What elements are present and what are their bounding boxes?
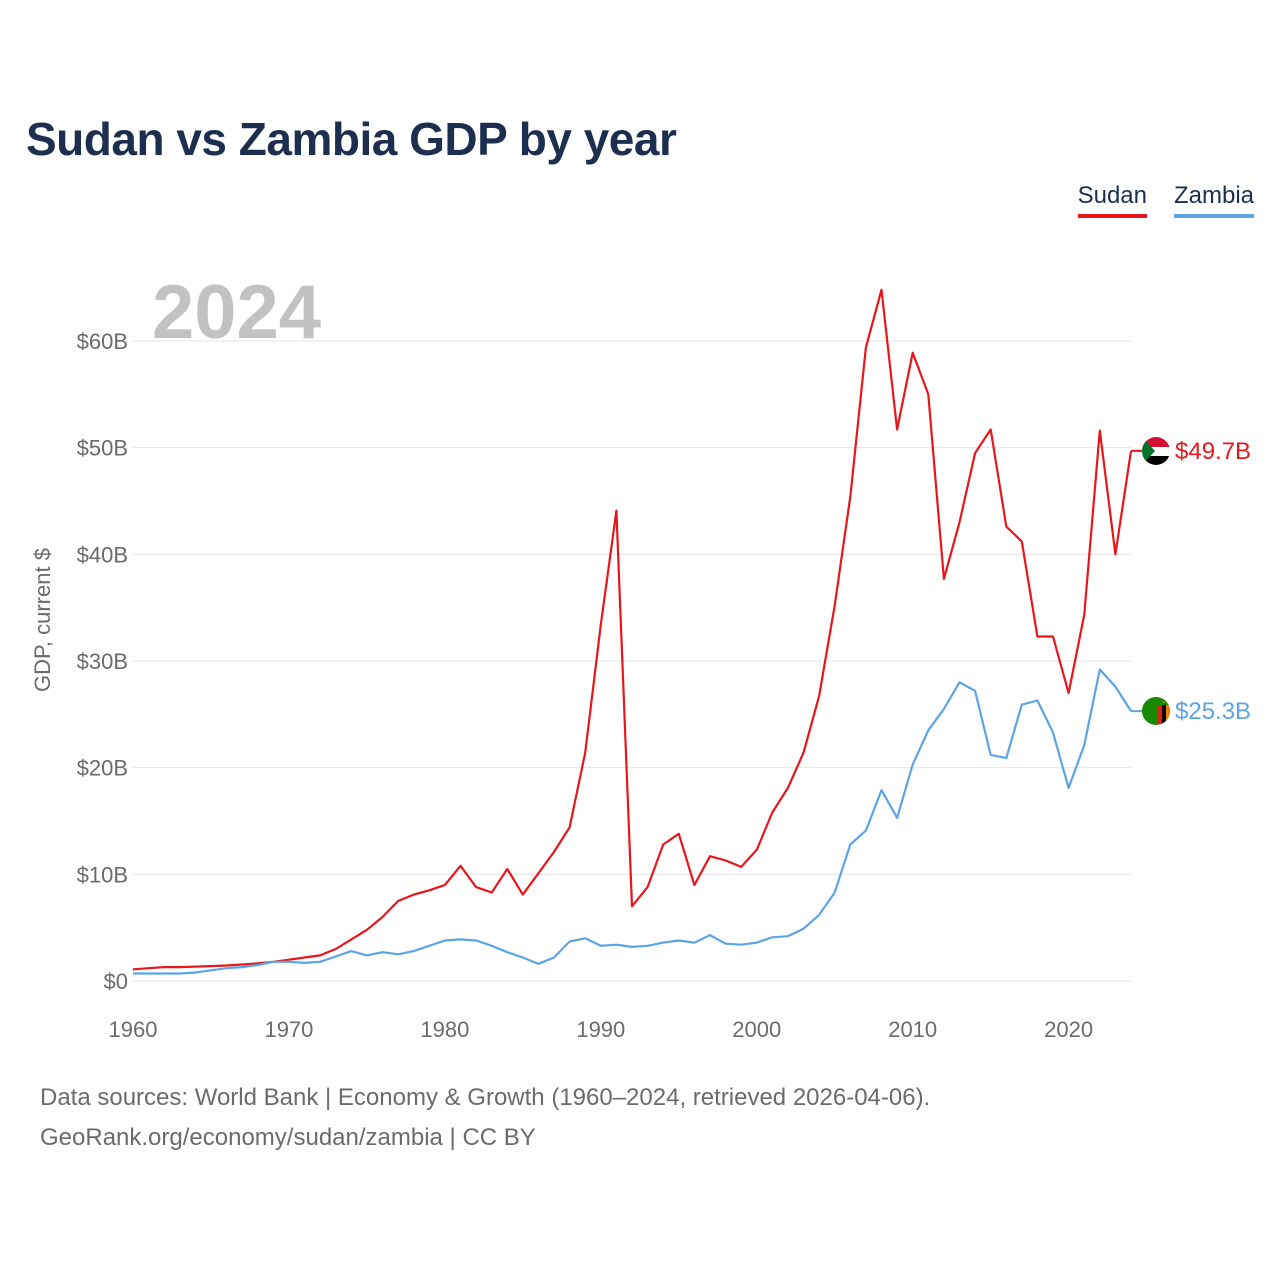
- x-tick-label: 2010: [888, 1017, 937, 1042]
- x-tick-label: 1990: [576, 1017, 625, 1042]
- legend-item-sudan[interactable]: Sudan: [1077, 182, 1147, 218]
- y-tick-label: $50B: [77, 436, 128, 461]
- zambia-flag-icon: [1142, 697, 1170, 725]
- x-tick-label: 1970: [264, 1017, 313, 1042]
- y-tick-label: $40B: [77, 542, 128, 567]
- x-tick-label: 1960: [109, 1017, 158, 1042]
- y-tick-label: $30B: [77, 649, 128, 674]
- series-line-zambia[interactable]: [133, 668, 1132, 975]
- x-tick-label: 1980: [420, 1017, 469, 1042]
- chart-title: Sudan vs Zambia GDP by year: [26, 113, 677, 165]
- year-watermark: 2024: [152, 270, 321, 355]
- y-tick-label: $0: [104, 969, 128, 994]
- end-label-sudan: $49.7B: [1175, 438, 1251, 465]
- x-tick-label: 2020: [1044, 1017, 1093, 1042]
- y-axis-label: GDP, current $: [30, 548, 55, 692]
- x-tick-label: 2000: [732, 1017, 781, 1042]
- footer-credit: GeoRank.org/economy/sudan/zambia | CC BY: [40, 1124, 536, 1151]
- series-line-sudan[interactable]: [132, 288, 1133, 971]
- y-tick-label: $20B: [77, 756, 128, 781]
- end-label-zambia: $25.3B: [1175, 698, 1251, 725]
- y-tick-label: $60B: [77, 329, 128, 354]
- legend-item-zambia[interactable]: Zambia: [1173, 182, 1254, 218]
- sudan-flag-icon: [1142, 437, 1170, 465]
- y-tick-label: $10B: [77, 862, 128, 887]
- footer-source: Data sources: World Bank | Economy & Gro…: [40, 1084, 931, 1111]
